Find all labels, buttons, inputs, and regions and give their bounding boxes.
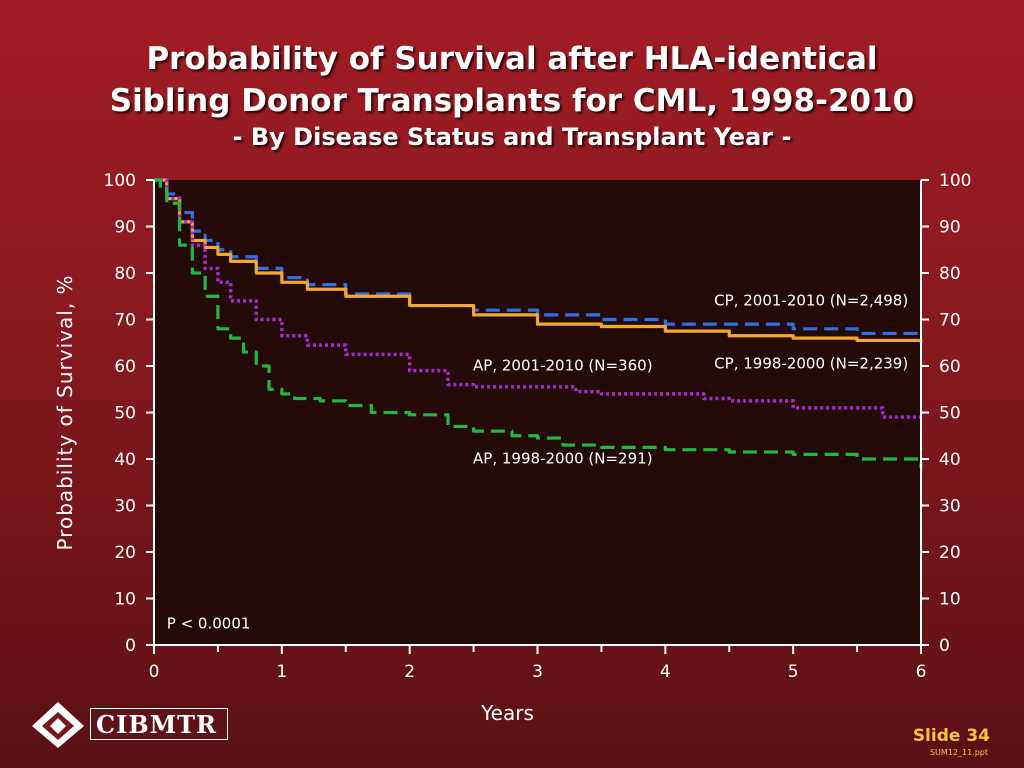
y-tick-label-right: 10 <box>939 590 961 610</box>
x-tick-label: 5 <box>788 662 799 682</box>
series-line-ap-2001-2010 <box>154 178 921 419</box>
cibmtr-logo: CIBMTR <box>28 700 228 750</box>
x-tick-label: 2 <box>404 662 415 682</box>
series-labels: CP, 2001-2010 (N=2,498) CP, 1998-2000 (N=… <box>473 292 908 468</box>
logo-frame <box>90 708 228 740</box>
y-tick-label-left: 10 <box>114 590 136 610</box>
series-line-cp-1998-2000 <box>154 178 923 343</box>
plot-area <box>154 180 921 645</box>
y-tick-label-left: 50 <box>114 404 136 424</box>
slide-title: Probability of Survival after HLA-identi… <box>0 38 1024 152</box>
y-tick-label-right: 20 <box>939 543 961 563</box>
series-label-cp-1998-2000: CP, 1998-2000 (N=2,239) <box>714 354 908 372</box>
title-line-2: Sibling Donor Transplants for CML, 1998-… <box>109 83 915 119</box>
title-line-1: Probability of Survival after HLA-identi… <box>146 41 878 77</box>
file-reference: SUM12_11.ppt <box>929 748 988 757</box>
y-tick-label-right: 70 <box>939 311 961 331</box>
y-tick-label-right: 80 <box>939 264 961 284</box>
series-line-ap-1998-2000 <box>154 178 923 469</box>
slide-number: Slide 34 <box>912 726 990 746</box>
y-tick-label-right: 0 <box>939 636 950 656</box>
y-tick-label-left: 100 <box>104 171 136 191</box>
y-tick-label-left: 70 <box>114 311 136 331</box>
y-tick-label-left: 40 <box>114 450 136 470</box>
series-line-cp-2001-2010 <box>154 178 923 336</box>
y-tick-label-left: 20 <box>114 543 136 563</box>
x-tick-label: 4 <box>660 662 671 682</box>
x-tick-label: 0 <box>149 662 160 682</box>
y-tick-label-left: 30 <box>114 497 136 517</box>
y-axis-label: Probability of Survival, % <box>53 274 77 550</box>
logo-diamond-icon <box>32 702 84 748</box>
y-tick-label-right: 40 <box>939 450 961 470</box>
y-tick-label-left: 90 <box>114 218 136 238</box>
logo-text: CIBMTR <box>96 710 217 739</box>
y-tick-label-right: 60 <box>939 357 961 377</box>
y-tick-label-right: 90 <box>939 218 961 238</box>
axis-ticks <box>146 179 929 654</box>
y-tick-label-left: 80 <box>114 264 136 284</box>
x-tick-label: 6 <box>916 662 927 682</box>
axes <box>153 180 922 646</box>
x-tick-label: 3 <box>532 662 543 682</box>
y-tick-label-left: 0 <box>125 636 136 656</box>
y-tick-label-right: 30 <box>939 497 961 517</box>
series-label-ap-1998-2000: AP, 1998-2000 (N=291) <box>473 450 653 468</box>
series-label-ap-2001-2010: AP, 2001-2010 (N=360) <box>473 357 653 375</box>
title-subtitle: - By Disease Status and Transplant Year … <box>232 123 792 151</box>
series-label-cp-2001-2010: CP, 2001-2010 (N=2,498) <box>714 292 908 310</box>
y-tick-label-right: 100 <box>939 171 971 191</box>
y-tick-label-right: 50 <box>939 404 961 424</box>
x-axis-label: Years <box>480 701 534 725</box>
y-tick-label-left: 60 <box>114 357 136 377</box>
x-tick-label: 1 <box>276 662 287 682</box>
p-value-annotation: P < 0.0001 <box>167 615 251 633</box>
series-layer <box>154 178 923 469</box>
